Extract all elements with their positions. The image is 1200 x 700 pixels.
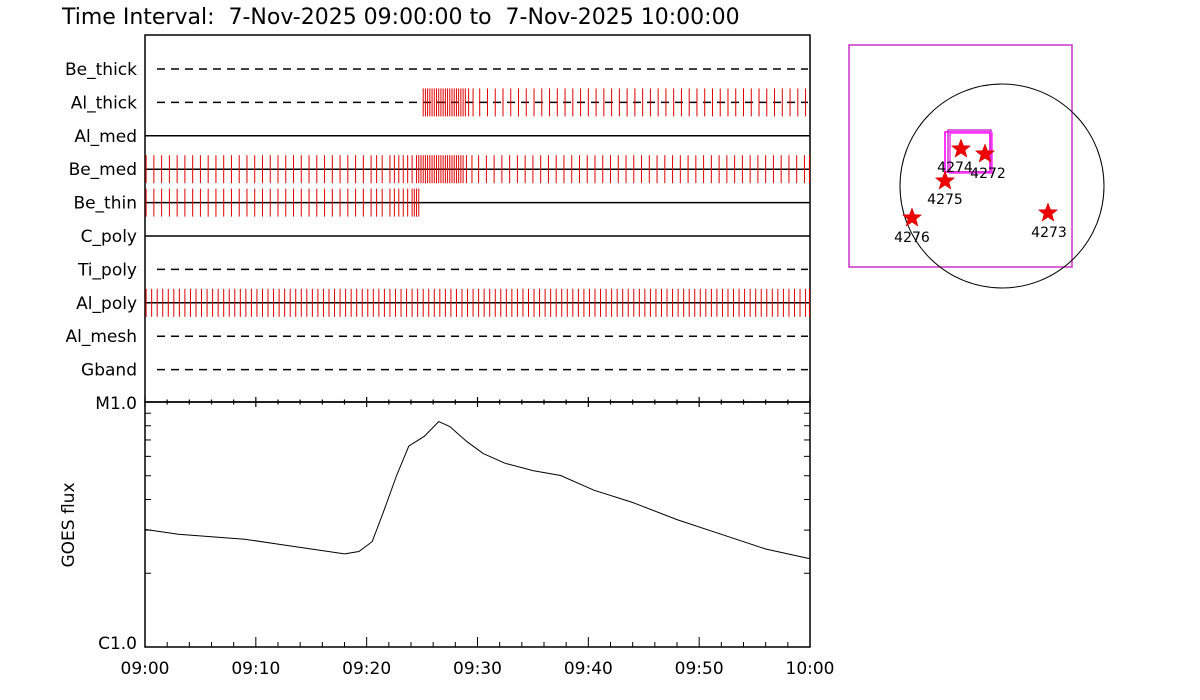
x-tick-label-2: 09:20	[342, 659, 391, 679]
filter-label-c-poly: C_poly	[81, 227, 137, 247]
x-tick-label-1: 09:10	[231, 659, 280, 679]
filter-label-al-mesh: Al_mesh	[65, 327, 137, 347]
x-tick-label-4: 09:40	[564, 659, 613, 679]
active-region-star-4276	[901, 207, 923, 227]
filter-label-gband: Gband	[81, 361, 137, 381]
active-region-label-4276: 4276	[894, 230, 930, 246]
filter-timeline-panel: Be_thick Al_thick Al_med Be_med Be_thin C_pol…	[65, 34, 811, 403]
x-tick-label-0: 09:00	[121, 659, 170, 679]
solar-limb-circle	[899, 83, 1105, 289]
active-region-label-4275: 4275	[927, 192, 963, 208]
goes-flux-panel: GOES flux 09:00 09:10 09:20 09:30 09:40 09:50…	[59, 394, 835, 679]
filter-label-ti-poly: Ti_poly	[77, 260, 137, 280]
filter-label-al-poly: Al_poly	[76, 294, 137, 314]
y-tick-label-bottom: C1.0	[98, 634, 137, 654]
filter-label-al-med: Al_med	[74, 127, 137, 147]
chart-title: Time Interval: 7-Nov-2025 09:00:00 to 7-…	[61, 5, 740, 30]
goes-flux-line	[144, 421, 811, 560]
goes-panel-frame	[144, 401, 811, 648]
filter-label-be-thick: Be_thick	[65, 60, 137, 80]
y-tick-label-top: M1.0	[95, 394, 137, 414]
goes-y-axis-label: GOES flux	[59, 482, 79, 567]
map-field-of-view-box	[848, 44, 1073, 268]
active-region-star-4272	[974, 143, 996, 163]
active-region-star-4273	[1037, 202, 1059, 222]
x-tick-label-5: 09:50	[675, 659, 724, 679]
active-region-star-4275	[934, 170, 956, 190]
filter-label-be-thin: Be_thin	[73, 194, 137, 214]
active-region-label-4273: 4273	[1031, 225, 1067, 241]
active-region-star-4274	[950, 138, 972, 158]
filter-label-be-med: Be_med	[69, 160, 137, 180]
x-tick-label-6: 10:00	[786, 659, 835, 679]
filter-label-al-thick: Al_thick	[71, 93, 137, 113]
filter-panel-frame	[144, 34, 811, 403]
active-region-label-4272: 4272	[970, 166, 1006, 182]
active-region-label-4274: 4274	[937, 160, 973, 176]
x-tick-label-3: 09:30	[453, 659, 502, 679]
